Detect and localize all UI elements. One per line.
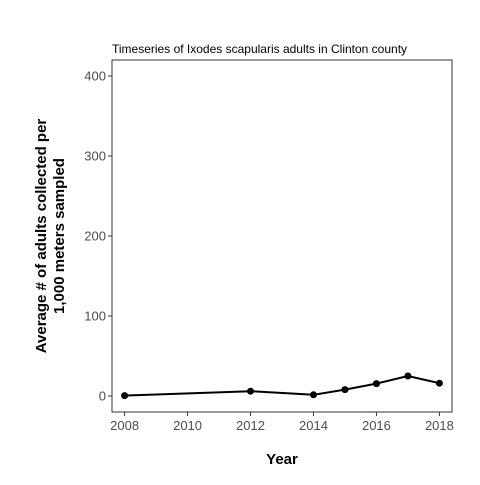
x-axis-title: Year [266, 451, 298, 468]
data-point [341, 386, 349, 394]
y-tick-label: 200 [84, 229, 106, 244]
y-tick-label: 300 [84, 149, 106, 164]
x-tick-label: 2008 [110, 418, 139, 433]
chart-title: Timeseries of Ixodes scapularis adults i… [112, 42, 407, 56]
data-point [247, 387, 255, 395]
x-tick-label: 2018 [425, 418, 454, 433]
x-tick-label: 2014 [299, 418, 328, 433]
data-point [372, 380, 380, 388]
y-axis-title: Average # of adults collected per 1,000 … [33, 119, 68, 354]
data-point [121, 392, 129, 400]
x-tick-label: 2012 [236, 418, 265, 433]
data-point [435, 379, 443, 387]
plot-panel [111, 59, 453, 413]
y-axis-title-line-1: Average # of adults collected per [33, 119, 50, 354]
series-line-group [121, 372, 443, 400]
y-tick-label: 100 [84, 309, 106, 324]
x-axis: 2008 2010 2012 2014 2016 2018 [110, 412, 454, 433]
data-point [309, 391, 317, 399]
y-tick-label: 0 [99, 389, 106, 404]
x-tick-label: 2016 [362, 418, 391, 433]
data-point [404, 372, 412, 380]
y-axis: 0 100 200 300 400 [84, 69, 112, 404]
y-tick-label: 400 [84, 69, 106, 84]
y-axis-title-line-2: 1,000 meters sampled [51, 158, 68, 314]
x-tick-label: 2010 [173, 418, 202, 433]
